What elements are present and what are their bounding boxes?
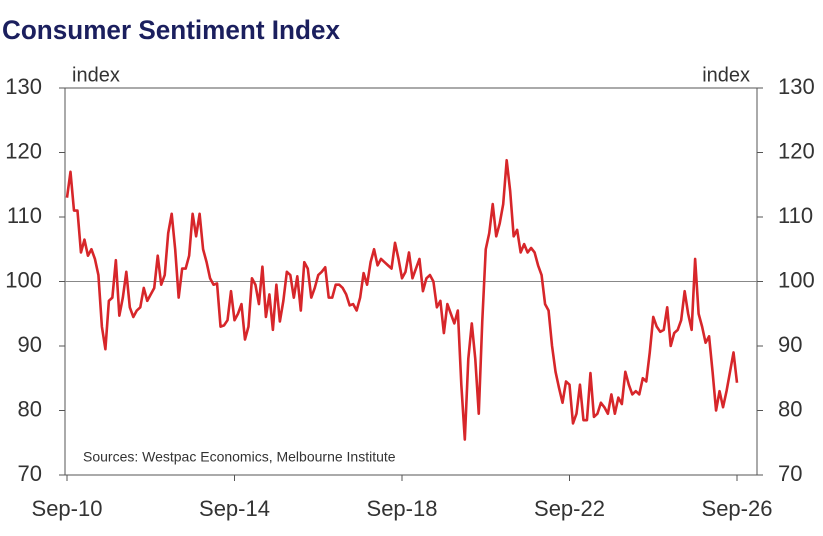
annotation: Sources: Westpac Economics, Melbourne In… xyxy=(83,449,396,465)
y2-tick-label: 120 xyxy=(778,138,815,163)
y-tick-label: 70 xyxy=(18,461,42,486)
y-tick-label: 120 xyxy=(5,138,42,163)
y2-tick-label: 80 xyxy=(778,396,802,421)
y-axis-label: index xyxy=(72,64,120,86)
y2-tick-label: 110 xyxy=(778,203,813,228)
y2-axis-label: index xyxy=(702,64,750,86)
y-tick-label: 80 xyxy=(18,396,42,421)
y2-tick-label: 130 xyxy=(778,74,815,99)
series-line xyxy=(65,158,739,441)
x-tick-label: Sep-18 xyxy=(367,496,438,521)
x-tick-label: Sep-26 xyxy=(702,496,773,521)
x-tick-label: Sep-14 xyxy=(199,496,270,521)
x-tick-label: Sep-10 xyxy=(32,496,103,521)
y-tick-label: 100 xyxy=(5,267,42,292)
chart-title: Consumer Sentiment Index xyxy=(2,15,340,45)
y-tick-label: 110 xyxy=(7,203,42,228)
y2-tick-label: 100 xyxy=(778,267,815,292)
y-tick-label: 130 xyxy=(5,74,42,99)
x-tick-label: Sep-22 xyxy=(534,496,605,521)
y2-tick-label: 90 xyxy=(778,332,802,357)
y2-tick-label: 70 xyxy=(778,461,802,486)
y-tick-label: 90 xyxy=(18,332,42,357)
